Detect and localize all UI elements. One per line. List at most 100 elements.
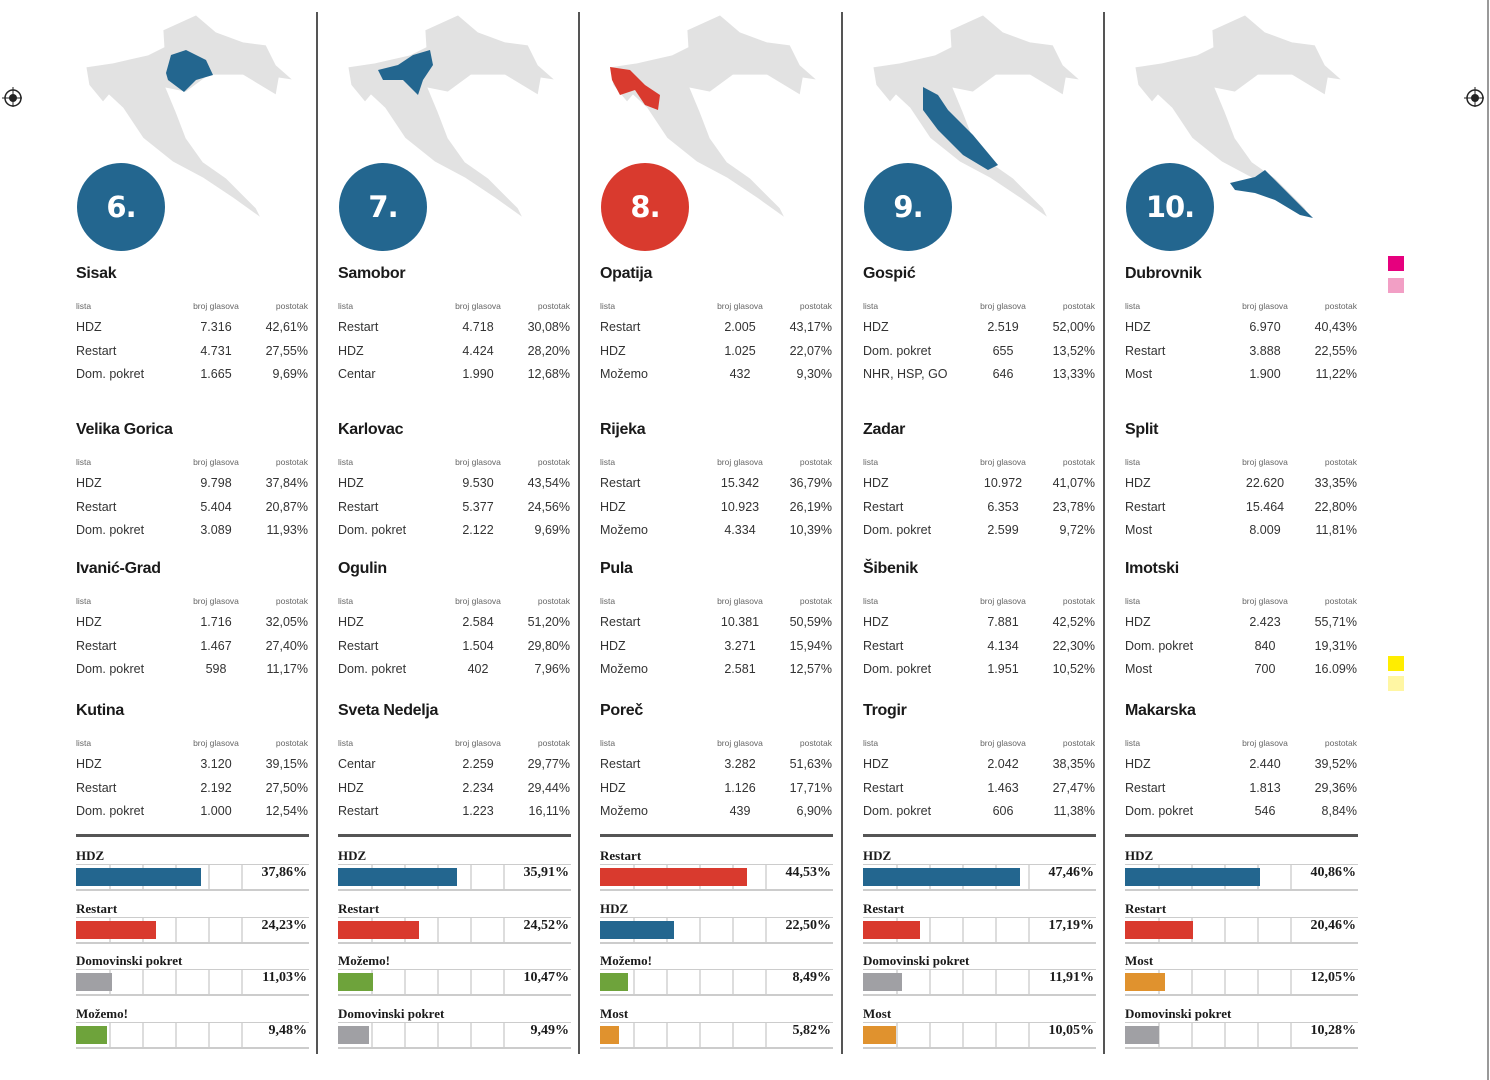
vote-percent: 10,52% [1052, 662, 1095, 676]
page-edge [1487, 0, 1489, 1080]
bar-party-label: HDZ [338, 848, 367, 863]
bar-fill-hdz [600, 921, 675, 939]
table-row: Dom. pokret 2.599 9,72% [863, 523, 1095, 539]
table-row: Možemo 4.334 10,39% [600, 523, 832, 539]
header-votes: broj glasova [980, 301, 1026, 311]
bar-track: 24,23% [76, 917, 309, 944]
vote-count: 10.923 [720, 499, 760, 514]
bar-party-label: Možemo! [600, 953, 652, 968]
bar-fill-restart [600, 868, 747, 886]
vote-count: 655 [992, 343, 1014, 358]
table-row: Restart 2.005 43,17% [600, 320, 832, 336]
croatia-map [609, 14, 819, 219]
table-row: HDZ 6.970 40,43% [1125, 320, 1357, 336]
bar-fill-mo-emo- [600, 973, 629, 991]
vote-percent: 9,30% [796, 367, 832, 381]
bar-gridline [470, 970, 472, 994]
bar-party-label: Restart [338, 901, 380, 916]
bar-percent-value: 10,47% [523, 970, 570, 985]
bar-party-label: Restart [76, 901, 118, 916]
party-name: Možemo [600, 367, 648, 381]
bar-party-label: Možemo! [76, 1006, 128, 1021]
bar-gridline [175, 1023, 177, 1047]
header-percent: postotak [275, 738, 308, 748]
bar-gridline [765, 865, 767, 889]
party-name: Restart [863, 638, 904, 653]
header-percent: postotak [799, 457, 832, 467]
vote-percent: 32,05% [265, 615, 308, 629]
party-name: Restart [76, 499, 117, 514]
header-votes: broj glasova [1242, 457, 1288, 467]
bar-track: 11,03% [76, 969, 309, 996]
bar-percent-value: 11,03% [262, 970, 307, 985]
croatia-map [1134, 14, 1344, 219]
table-row: HDZ 10.972 41,07% [863, 476, 1095, 492]
vote-percent: 11,17% [266, 662, 308, 676]
bar-gridline [732, 1023, 734, 1047]
vote-count: 22.620 [1245, 476, 1285, 490]
bar-gridline [503, 865, 505, 889]
table-row: Restart 4.134 22,30% [863, 639, 1095, 655]
bar-track: 47,46% [863, 864, 1096, 891]
header-percent: postotak [275, 301, 308, 311]
vote-count: 7.881 [987, 615, 1019, 629]
header-list: lista [338, 301, 354, 311]
vote-percent: 22,07% [789, 343, 832, 358]
bar-gridline [503, 970, 505, 994]
bar-percent-value: 24,23% [261, 918, 308, 933]
bar-party-label: HDZ [76, 848, 105, 863]
bar-gridline [175, 970, 177, 994]
bar-gridline [962, 970, 964, 994]
vote-percent: 38,35% [1052, 757, 1095, 771]
bar-gridline [142, 970, 144, 994]
header-percent: postotak [537, 738, 570, 748]
map-country-shape [1134, 14, 1344, 219]
table-row: Restart 6.353 23,78% [863, 500, 1095, 516]
vote-count: 3.271 [724, 638, 756, 653]
bar-party-label: Most [1125, 953, 1154, 968]
header-percent: postotak [275, 596, 308, 606]
vote-percent: 7,96% [534, 662, 570, 676]
bar-fill-restart [76, 921, 156, 939]
vote-percent: 29,77% [527, 757, 570, 771]
bar-gridline [962, 1023, 964, 1047]
vote-percent: 42,52% [1052, 615, 1095, 629]
bar-track: 10,28% [1125, 1022, 1358, 1049]
district-number-badge: 9. [864, 163, 952, 251]
vote-count: 2.234 [462, 780, 494, 795]
vote-percent: 9,72% [1059, 523, 1095, 537]
map-highlighted-district [1230, 170, 1313, 218]
vote-count: 546 [1254, 804, 1276, 818]
vote-percent: 22,80% [1314, 499, 1357, 514]
party-name: Možemo [600, 662, 648, 676]
party-name: Dom. pokret [863, 523, 932, 537]
vote-count: 2.440 [1249, 757, 1281, 771]
vote-count: 1.504 [462, 638, 494, 653]
bar-party-label: Restart [600, 848, 642, 863]
vote-count: 6.353 [987, 499, 1019, 514]
bar-gridline [208, 1023, 210, 1047]
vote-count: 2.599 [987, 523, 1019, 537]
bar-gridline [1224, 918, 1226, 942]
vote-count: 646 [992, 367, 1014, 381]
table-row: Dom. pokret 1.951 10,52% [863, 662, 1095, 678]
bar-gridline [241, 918, 243, 942]
map-country-shape [609, 14, 819, 219]
table-row: HDZ 1.025 22,07% [600, 344, 832, 360]
table-row: Restart 4.731 27,55% [76, 344, 308, 360]
region-column: 7. Samobor lista broj glasova postotak Restar… [338, 0, 578, 1080]
vote-count: 10.972 [983, 476, 1023, 490]
table-row: HDZ 7.316 42,61% [76, 320, 308, 336]
vote-count: 3.282 [724, 757, 756, 771]
vote-percent: 29,80% [527, 638, 570, 653]
column-divider [578, 12, 580, 1054]
table-header: lista broj glasova postotak [338, 457, 570, 469]
bar-fill-hdz [1125, 868, 1260, 886]
header-percent: postotak [1324, 457, 1357, 467]
header-list: lista [1125, 596, 1141, 606]
header-votes: broj glasova [455, 738, 501, 748]
table-row: Dom. pokret 606 11,38% [863, 804, 1095, 820]
party-name: Restart [76, 343, 117, 358]
vote-percent: 8,84% [1321, 804, 1357, 818]
vote-count: 4.334 [724, 523, 756, 537]
